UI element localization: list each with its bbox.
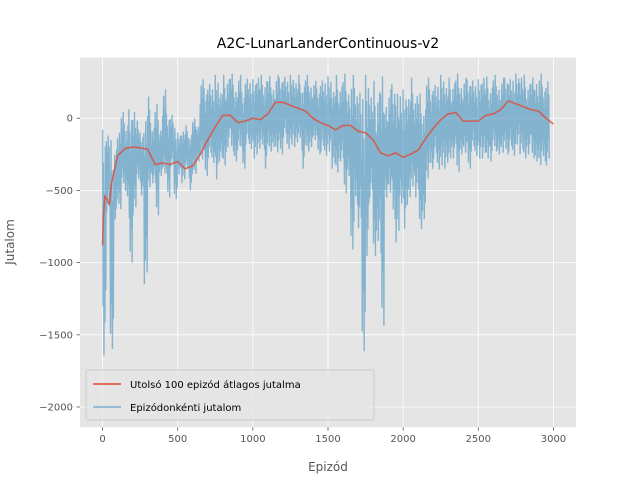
- legend-label-episode: Epizódonkénti jutalom: [130, 402, 241, 414]
- x-tick-label: 2500: [466, 434, 491, 445]
- series-line-episode-reward: [101, 73, 550, 356]
- y-tick-label: −2000: [39, 402, 73, 413]
- series-line-average-reward: [101, 99, 554, 246]
- y-tick-label: −1500: [39, 330, 73, 341]
- x-tick-label: 1500: [315, 434, 340, 445]
- y-tick-label: 0: [67, 114, 73, 125]
- y-tick-label: −500: [46, 186, 73, 197]
- legend-label-average: Utolsó 100 epizód átlagos jutalma: [130, 379, 301, 391]
- x-tick-label: 1000: [240, 434, 265, 445]
- legend-box: [85, 369, 375, 421]
- x-tick-label: 0: [99, 434, 105, 445]
- x-tick-label: 3000: [541, 434, 566, 445]
- series-layer: [101, 73, 554, 356]
- y-axis-label: Jutalom: [3, 219, 17, 266]
- chart-title: A2C-LunarLanderContinuous-v2: [217, 36, 439, 52]
- tick-labels: 0 500 1000 1500 2000 2500 3000 −2000 −1500 −1000 −…: [39, 114, 566, 445]
- x-tick-label: 500: [168, 434, 187, 445]
- y-tick-label: −1000: [39, 258, 73, 269]
- legend: Utolsó 100 epizód átlagos jutalma Epizód…: [85, 369, 375, 421]
- x-axis-label: Epizód: [308, 460, 348, 474]
- x-tick-label: 2000: [390, 434, 415, 445]
